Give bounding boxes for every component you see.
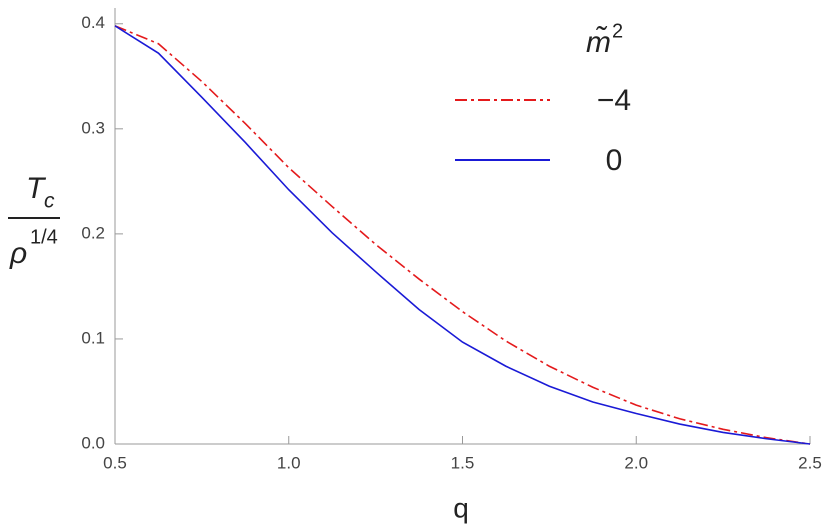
- y-tick-label: 0.1: [81, 328, 105, 347]
- y-label-numerator: T: [26, 172, 47, 205]
- legend-title: m̃ 2: [586, 20, 623, 59]
- x-tick-label: 1.0: [277, 453, 301, 472]
- x-tick-label: 1.5: [451, 453, 475, 472]
- legend-label: 0: [606, 144, 623, 177]
- y-tick-label: 0.0: [81, 433, 105, 452]
- x-axis-label: q: [453, 492, 469, 523]
- legend-title-sup: 2: [612, 20, 623, 42]
- x-tick-label: 2.0: [624, 453, 648, 472]
- x-tick-label: 0.5: [103, 453, 127, 472]
- y-tick-label: 0.4: [81, 13, 105, 32]
- series-line: [114, 25, 811, 445]
- y-label-denominator-sup: 1/4: [30, 226, 58, 248]
- y-label-denominator: ρ: [9, 237, 27, 270]
- legend-title-text: m̃: [586, 26, 611, 59]
- legend-label: −4: [597, 84, 631, 117]
- y-axis-label: T c ρ 1/4: [8, 172, 60, 270]
- y-tick-label: 0.2: [81, 223, 105, 242]
- x-tick-label: 2.5: [798, 453, 822, 472]
- y-label-numerator-sub: c: [44, 190, 55, 213]
- y-tick-label: 0.3: [81, 118, 105, 137]
- series-line: [114, 25, 811, 445]
